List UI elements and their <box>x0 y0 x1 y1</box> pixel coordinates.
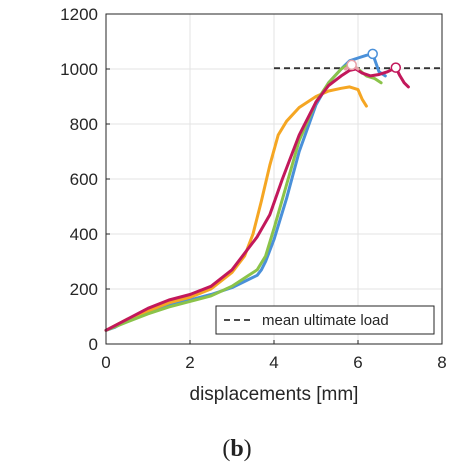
series-peak-marker-5 <box>346 59 357 71</box>
y-tick-label: 400 <box>70 225 98 244</box>
x-tick-label: 0 <box>101 353 110 372</box>
x-tick-label: 6 <box>353 353 362 372</box>
y-tick-label: 1000 <box>60 60 98 79</box>
caption-close: ) <box>243 436 252 462</box>
y-tick-label: 600 <box>70 170 98 189</box>
series-peak-marker-4 <box>390 62 402 73</box>
series-line-2 <box>104 85 368 332</box>
x-tick-label: 4 <box>269 353 278 372</box>
figure-caption: (b) <box>0 436 474 463</box>
legend-entry-label: mean ultimate load <box>262 312 389 329</box>
plot-series <box>104 48 442 332</box>
axes-frame <box>105 13 443 345</box>
y-tick-label: 800 <box>70 115 98 134</box>
grid-lines <box>105 13 443 345</box>
legend: mean ultimate load <box>215 305 435 335</box>
legend-box <box>215 305 435 335</box>
y-tick-label: 0 <box>89 335 98 354</box>
caption-open: ( <box>222 436 231 462</box>
y-tick-label: 200 <box>70 280 98 299</box>
series-line-4 <box>104 66 410 332</box>
tick-labels: 0 2 4 6 8 0 200 400 600 800 1000 1200 <box>60 5 447 372</box>
caption-letter: b <box>230 436 244 462</box>
series-peak-marker-1 <box>367 48 378 60</box>
x-tick-label: 8 <box>437 353 446 372</box>
x-axis-label: displacements [mm] <box>190 384 359 405</box>
x-tick-label: 2 <box>185 353 194 372</box>
y-tick-label: 1200 <box>60 5 98 24</box>
